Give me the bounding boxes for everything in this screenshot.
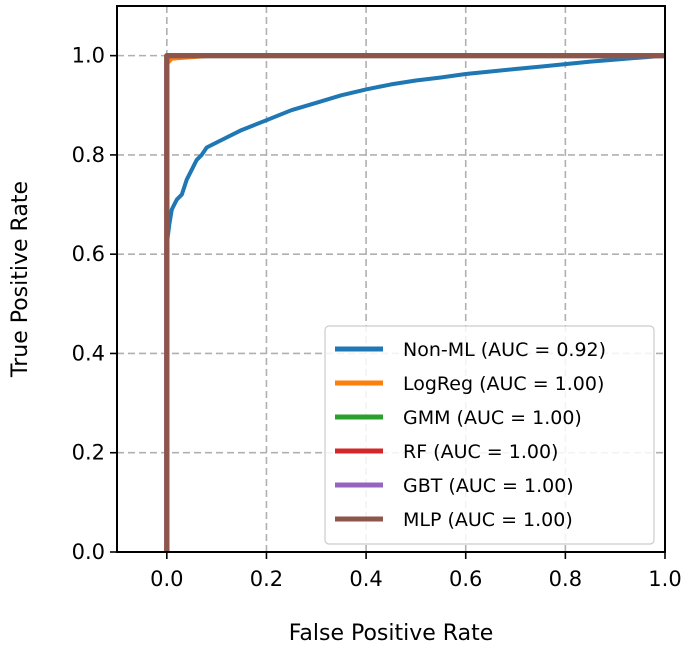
x-axis-label: False Positive Rate: [289, 621, 493, 645]
series-line: [164, 53, 665, 552]
y-tick-label: 0.0: [72, 540, 105, 564]
legend-label: GMM (AUC = 1.00): [403, 407, 582, 429]
legend-label: RF (AUC = 1.00): [403, 441, 558, 463]
y-axis-label: True Positive Rate: [8, 181, 33, 378]
series-line: [164, 53, 666, 552]
x-tick-label: 0.0: [150, 567, 183, 591]
legend: Non-ML (AUC = 0.92) LogReg (AUC = 1.00) GM…: [324, 325, 655, 545]
x-tick-label: 0.2: [250, 567, 283, 591]
legend-label: Non-ML (AUC = 0.92): [403, 339, 606, 361]
x-tick-label: 1.0: [648, 567, 681, 591]
y-tick-label: 0.2: [72, 441, 105, 465]
x-tick-label: 0.4: [349, 567, 382, 591]
x-tick-label: 0.8: [549, 567, 582, 591]
y-tick-label: 0.4: [72, 341, 105, 365]
legend-box: [324, 325, 655, 545]
x-axis-ticks: 0.0 0.2 0.4 0.6 0.8 1.0: [150, 552, 682, 591]
legend-label: LogReg (AUC = 1.00): [403, 373, 604, 395]
x-tick-label: 0.6: [449, 567, 482, 591]
plot-frame: [116, 5, 666, 553]
y-tick-label: 0.6: [72, 242, 105, 266]
legend-label: GBT (AUC = 1.00): [403, 475, 574, 497]
y-tick-label: 1.0: [72, 44, 105, 68]
plot-lines: [164, 53, 666, 552]
legend-label: MLP (AUC = 1.00): [403, 509, 573, 531]
y-tick-label: 0.8: [72, 143, 105, 167]
y-axis-ticks: 0.0 0.2 0.4 0.6 0.8 1.0: [72, 44, 117, 564]
